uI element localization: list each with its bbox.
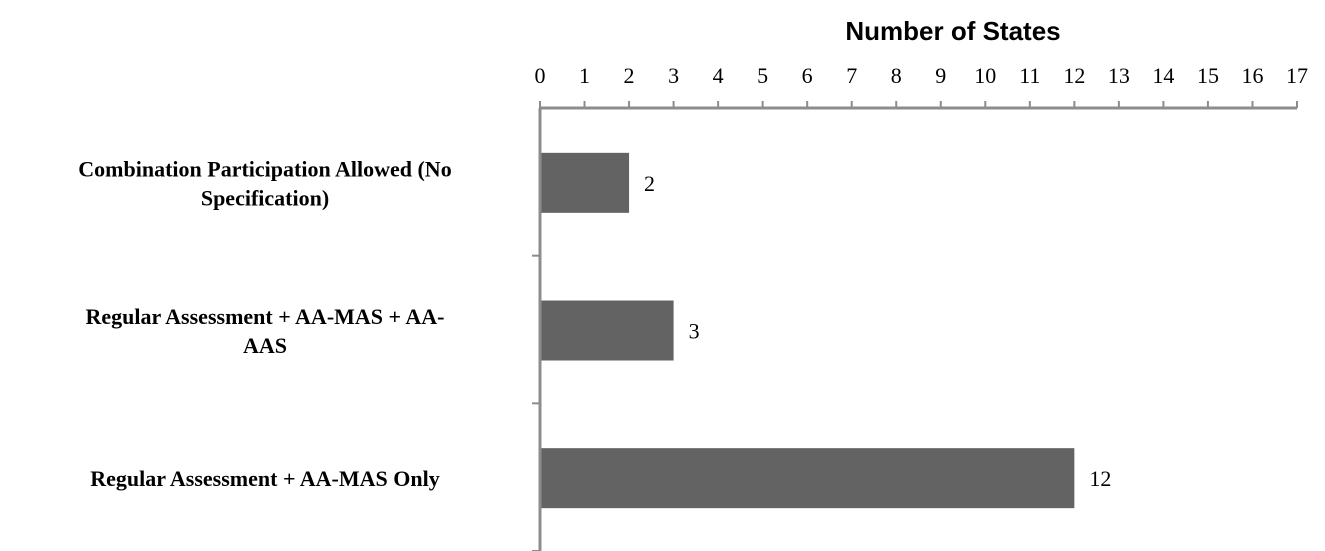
x-tick-label: 1	[579, 63, 590, 88]
x-tick-label: 2	[624, 63, 635, 88]
x-tick-label: 16	[1241, 63, 1263, 88]
category-label: Regular Assessment + AA-MAS + AA-AAS	[86, 304, 445, 358]
x-tick-label: 13	[1108, 63, 1130, 88]
x-tick-label: 10	[974, 63, 996, 88]
x-tick-label: 3	[668, 63, 679, 88]
x-tick-label: 4	[713, 63, 724, 88]
category-label: Regular Assessment + AA-MAS Only	[90, 466, 439, 491]
x-tick-label: 9	[935, 63, 946, 88]
x-axis-ticks: 0 1 2 3 4 5 6 7 8 9 10 11 12 13 14 15 16 17	[532, 63, 1308, 551]
category-label: Combination Participation Allowed (No Spe…	[78, 156, 451, 210]
x-tick-label: 17	[1286, 63, 1308, 88]
axes	[538, 106, 1297, 551]
x-tick-label: 5	[757, 63, 768, 88]
bar	[541, 300, 674, 361]
x-tick-label: 0	[535, 63, 546, 88]
x-tick-label: 8	[891, 63, 902, 88]
x-tick-label: 14	[1152, 63, 1174, 88]
data-label: 2	[644, 171, 655, 196]
bar	[541, 448, 1075, 509]
x-tick-label: 11	[1019, 63, 1040, 88]
bar	[541, 152, 630, 213]
data-label: 3	[689, 319, 700, 344]
data-label: 12	[1089, 466, 1111, 491]
x-tick-label: 15	[1197, 63, 1219, 88]
category-labels: Combination Participation Allowed (No Spe…	[78, 156, 451, 491]
x-tick-label: 12	[1063, 63, 1085, 88]
x-tick-label: 6	[802, 63, 813, 88]
x-axis-title: Number of States	[845, 16, 1060, 46]
x-tick-label: 7	[846, 63, 857, 88]
bars: 2 3 12	[541, 152, 1111, 509]
